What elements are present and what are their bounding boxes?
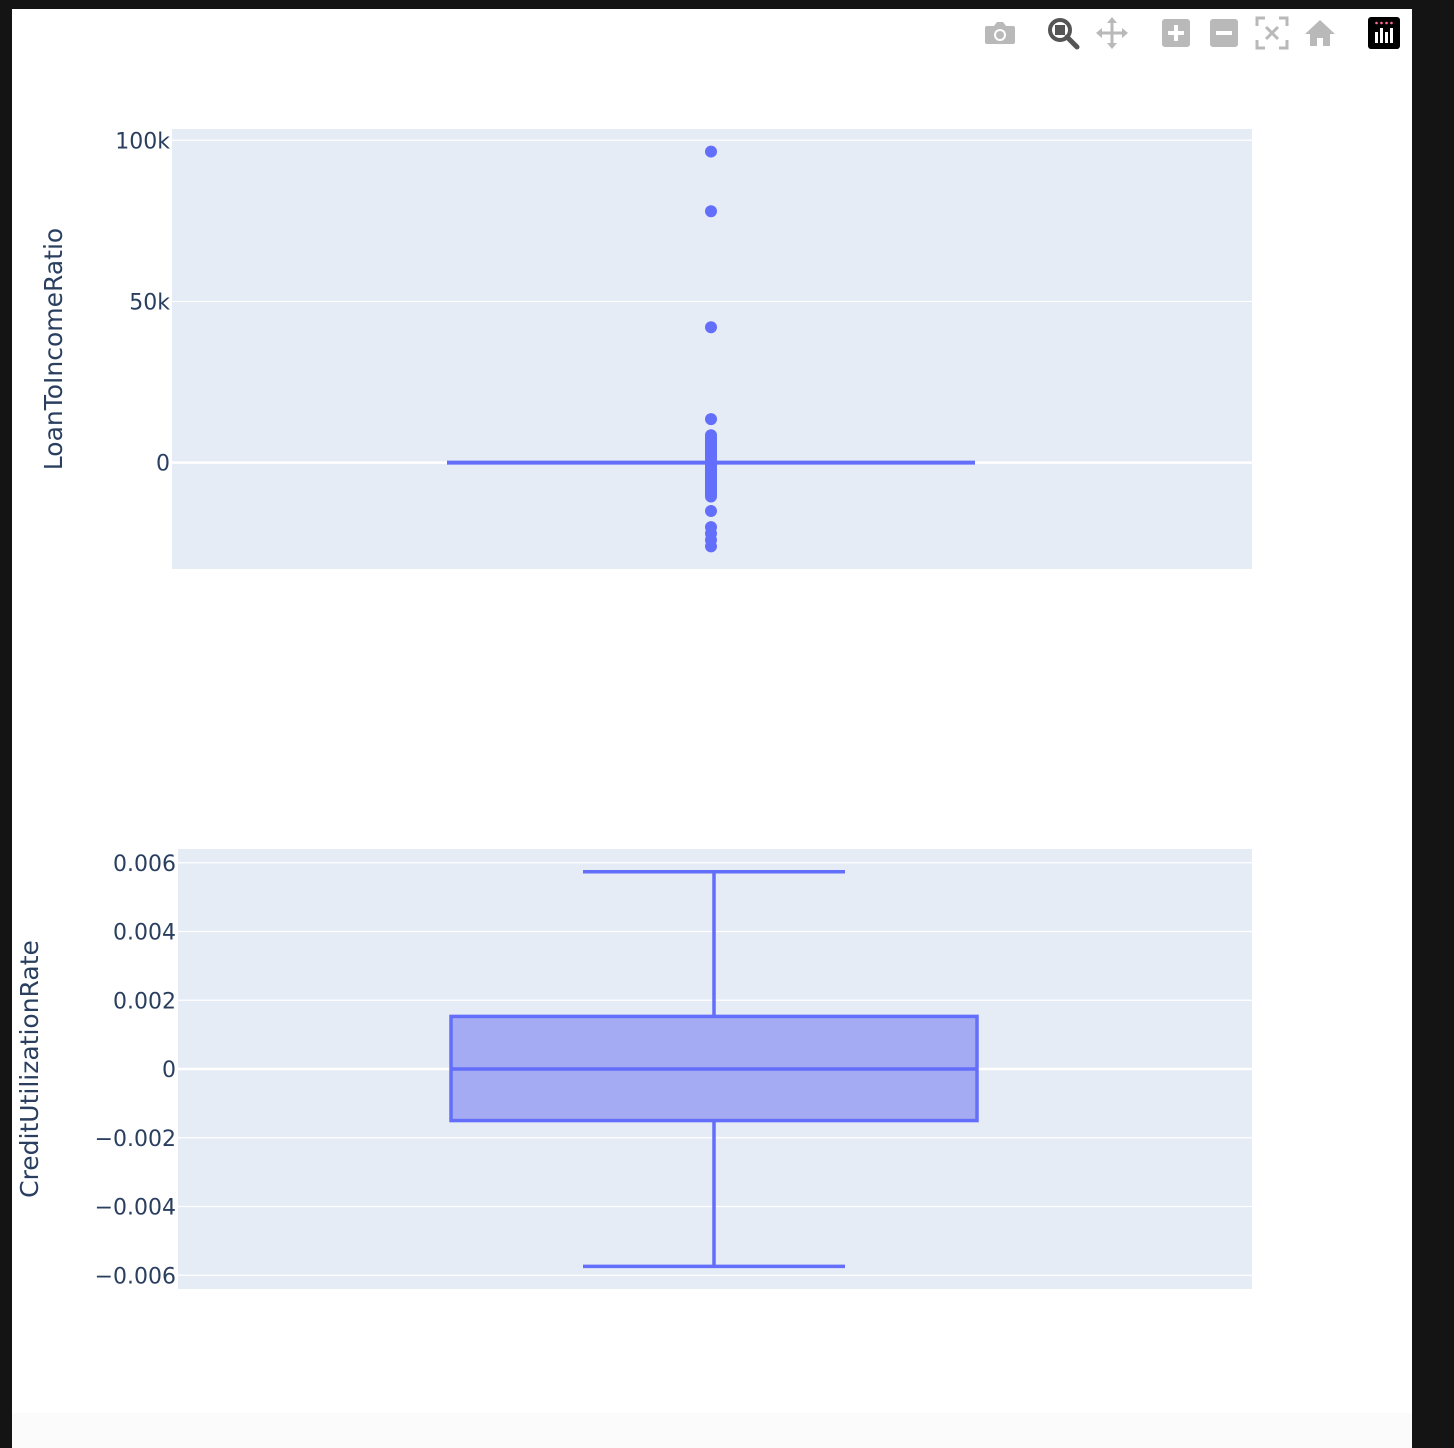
outlier-point — [705, 540, 717, 553]
modebar — [12, 9, 1412, 59]
outlier-point — [705, 145, 717, 158]
outlier-point — [705, 413, 717, 426]
home-icon[interactable] — [1302, 15, 1338, 51]
outlier-point — [705, 504, 717, 517]
y-axis-title: LoanToIncomeRatio — [39, 228, 68, 470]
zoom-in-icon[interactable] — [1158, 15, 1194, 51]
y-tick-label: 0 — [162, 1058, 176, 1083]
zoom-out-icon[interactable] — [1206, 15, 1242, 51]
subplot-1: 0 50k 100k LoanToIncomeRatio — [39, 129, 1252, 569]
y-tick-label: 50k — [129, 290, 170, 315]
plot-container: 0 50k 100k LoanToIncomeRatio −0.006 −0.004 −0.… — [12, 9, 1412, 1448]
y-tick-label: 100k — [115, 129, 170, 154]
autoscale-icon[interactable] — [1254, 15, 1290, 51]
camera-icon[interactable] — [982, 15, 1018, 51]
y-tick-label: −0.006 — [95, 1264, 176, 1289]
pan-icon[interactable] — [1094, 15, 1130, 51]
y-tick-label: 0.004 — [113, 921, 176, 946]
box-plots: 050k100kLoanToIncomeRatio−0.006−0.004−0.… — [15, 129, 1252, 1289]
outlier-point — [705, 205, 717, 218]
plotly-logo-icon[interactable] — [1366, 15, 1402, 51]
outlier-point — [705, 490, 717, 503]
y-tick-label: 0.006 — [113, 852, 176, 877]
plot-background — [172, 129, 1252, 569]
y-tick-label: 0 — [156, 452, 170, 477]
y-axis-title: CreditUtilizationRate — [15, 940, 44, 1198]
y-tick-label: −0.002 — [95, 1127, 176, 1152]
outlier-point — [705, 321, 717, 334]
y-tick-label: 0.002 — [113, 989, 176, 1014]
page-footer-strip — [12, 1413, 1412, 1448]
zoom-icon[interactable] — [1045, 15, 1081, 51]
subplot-2: −0.006 −0.004 −0.002 0 0.002 0.004 0.006 Credit… — [15, 849, 1252, 1289]
y-tick-label: −0.004 — [95, 1196, 176, 1221]
